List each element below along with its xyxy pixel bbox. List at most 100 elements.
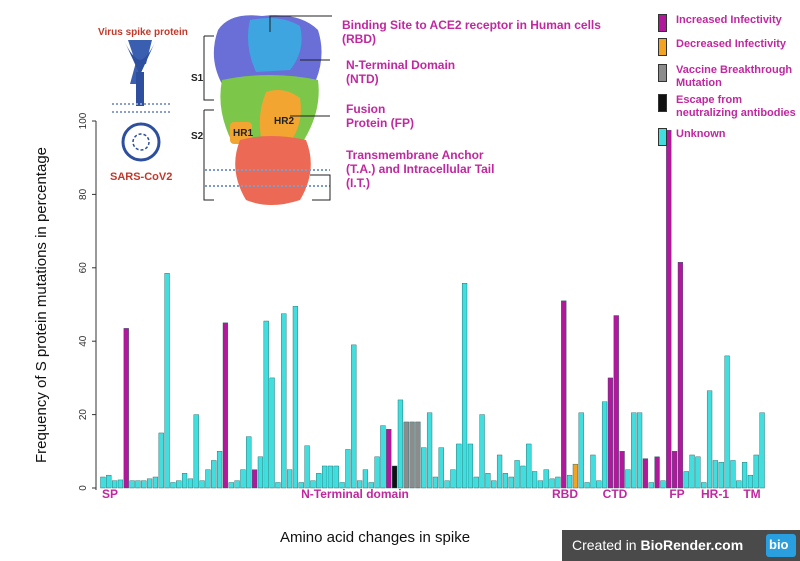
- bar: [316, 473, 322, 489]
- bar: [619, 451, 625, 489]
- bar: [596, 480, 602, 489]
- bar: [724, 355, 730, 489]
- bar: [228, 482, 234, 489]
- bar: [718, 462, 724, 489]
- y-tick-label: 60: [78, 262, 89, 274]
- inset-label: Virus spike protein: [98, 27, 188, 38]
- x-axis-label: Amino acid changes in spike: [280, 529, 470, 546]
- bar: [257, 456, 264, 489]
- domain-label: N-Terminal domain: [301, 487, 409, 501]
- bar: [631, 412, 637, 489]
- inset-label: SARS-CoV2: [110, 171, 173, 183]
- bar: [310, 480, 316, 489]
- bar: [386, 429, 392, 489]
- spike-structure: [203, 15, 332, 205]
- bar: [123, 328, 129, 489]
- bar: [730, 460, 736, 489]
- bar: [211, 460, 217, 489]
- bar: [152, 476, 159, 489]
- legend-swatch: [658, 38, 667, 56]
- bar: [176, 480, 182, 489]
- bar: [216, 451, 223, 489]
- bar: [286, 469, 293, 489]
- watermark-prefix: Created in: [572, 537, 637, 553]
- watermark-brand: BioRender.com: [640, 537, 744, 553]
- y-tick-label: 20: [78, 409, 89, 421]
- bar: [543, 469, 549, 489]
- legend-swatch: [658, 94, 667, 112]
- bar: [526, 443, 532, 489]
- inset-label: HR1: [233, 128, 254, 139]
- bar: [502, 473, 509, 489]
- legend-label: Increased Infectivity: [676, 14, 782, 26]
- y-tick-label: 100: [78, 112, 89, 129]
- bar: [100, 476, 106, 489]
- inset-label: N-Terminal Domain (NTD): [346, 58, 456, 86]
- bar: [146, 478, 153, 489]
- bar: [374, 456, 380, 489]
- bar: [636, 412, 643, 489]
- y-tick-label: 0: [78, 485, 89, 491]
- bar: [158, 432, 164, 489]
- bar: [555, 476, 561, 489]
- bar: [251, 469, 258, 489]
- bar: [461, 283, 468, 489]
- bar: [537, 480, 544, 489]
- domain-label: HR-1: [701, 487, 729, 501]
- bar: [625, 469, 631, 489]
- bar: [263, 320, 269, 489]
- bar: [187, 478, 194, 489]
- bar: [607, 377, 614, 489]
- bar: [736, 480, 742, 489]
- bar: [246, 436, 252, 489]
- inset-label: Fusion Protein (FP): [346, 102, 414, 130]
- spike-icon: [112, 40, 170, 162]
- bar: [753, 454, 759, 489]
- bar: [531, 471, 538, 489]
- bar: [240, 469, 246, 489]
- bar: [473, 476, 479, 489]
- bar: [141, 480, 147, 489]
- bar: [391, 465, 398, 489]
- bar: [421, 447, 427, 489]
- inset-label: S1: [191, 73, 204, 84]
- bar: [689, 454, 695, 489]
- bar: [747, 474, 754, 489]
- bar: [403, 421, 409, 489]
- bar: [712, 460, 719, 489]
- legend-label: Decreased Infectivity: [676, 38, 787, 50]
- bar: [561, 300, 567, 489]
- bar: [695, 456, 701, 489]
- bar: [199, 480, 205, 489]
- y-axis-label: Frequency of S protein mutations in perc…: [33, 147, 50, 463]
- inset-label: Binding Site to ACE2 receptor in Human c…: [342, 18, 601, 46]
- bar: [601, 401, 608, 489]
- bar: [409, 421, 415, 489]
- legend-label: Vaccine Breakthrough Mutation: [676, 64, 793, 89]
- bar: [164, 273, 170, 489]
- bar: [281, 313, 287, 489]
- legend-swatch: [658, 14, 667, 32]
- bar: [426, 412, 433, 489]
- bar: [345, 449, 351, 489]
- bar: [444, 480, 450, 489]
- bar: [491, 480, 497, 489]
- domain-label: FP: [669, 487, 684, 501]
- bar: [508, 476, 514, 489]
- bar: [351, 344, 357, 489]
- bar: [222, 322, 229, 489]
- bar: [106, 474, 112, 489]
- legend-label: Unknown: [676, 128, 726, 140]
- bar: [654, 456, 660, 489]
- watermark-logo-box: [766, 534, 796, 557]
- bar: [549, 478, 555, 489]
- bar: [298, 482, 304, 489]
- inset-label: S2: [191, 131, 204, 142]
- domain-label: RBD: [552, 487, 578, 501]
- bar: [456, 443, 462, 489]
- bar: [450, 469, 456, 489]
- domain-label: SP: [102, 487, 118, 501]
- bar: [485, 473, 491, 489]
- bar: [642, 458, 649, 489]
